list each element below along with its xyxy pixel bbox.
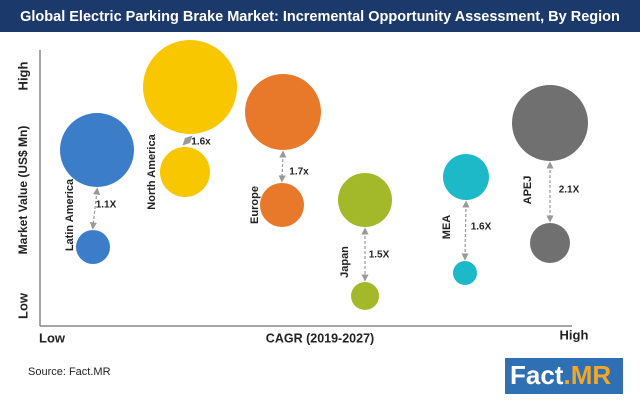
region-label: Europe (249, 186, 261, 224)
bubble-small (453, 261, 477, 285)
growth-arrow (278, 150, 287, 183)
logo-accent: .MR (563, 360, 611, 390)
bubble-large (245, 74, 321, 150)
region-label: APEJ (522, 176, 534, 205)
y-low: Low (15, 292, 30, 319)
region-label: Latin America (64, 178, 76, 251)
bubble-small (351, 282, 379, 310)
multiplier: 1.6X (471, 222, 492, 233)
growth-arrow (182, 135, 193, 146)
region-label: Japan (339, 246, 351, 278)
bubble-large (60, 113, 134, 187)
y-high: High (15, 62, 30, 91)
growth-arrow (461, 200, 470, 261)
title-bar (0, 0, 640, 32)
multiplier: 1.1X (96, 200, 117, 211)
bubble-large (143, 40, 237, 134)
bubble-large (338, 173, 392, 227)
y-title: Market Value (US$ Mn) (16, 126, 30, 255)
bubbles: Latin America 1.1X North America 1.6x Europe… (60, 40, 588, 310)
multiplier: 1.7x (289, 167, 309, 178)
region-label: MEA (441, 215, 453, 240)
bubble-large (512, 85, 588, 161)
bubble-small (160, 147, 210, 197)
bubble-small (76, 230, 110, 264)
logo-box (505, 358, 623, 394)
bubble-small (530, 223, 570, 263)
region-label: North America (146, 133, 158, 209)
multiplier: 2.1X (559, 185, 580, 196)
source: Source: Fact.MR (28, 366, 111, 378)
multiplier: 1.6x (191, 137, 211, 148)
x-title: CAGR (2019-2027) (266, 331, 374, 345)
logo-main: Fact (510, 360, 564, 390)
x-high: High (560, 327, 589, 342)
bubble-large (443, 154, 489, 200)
bubble-small (260, 183, 304, 227)
x-low: Low (39, 330, 66, 345)
logo: Fact.MR (510, 360, 611, 390)
growth-arrow (89, 187, 101, 230)
title: Global Electric Parking Brake Market: In… (20, 9, 620, 25)
multiplier: 1.5X (369, 250, 390, 261)
